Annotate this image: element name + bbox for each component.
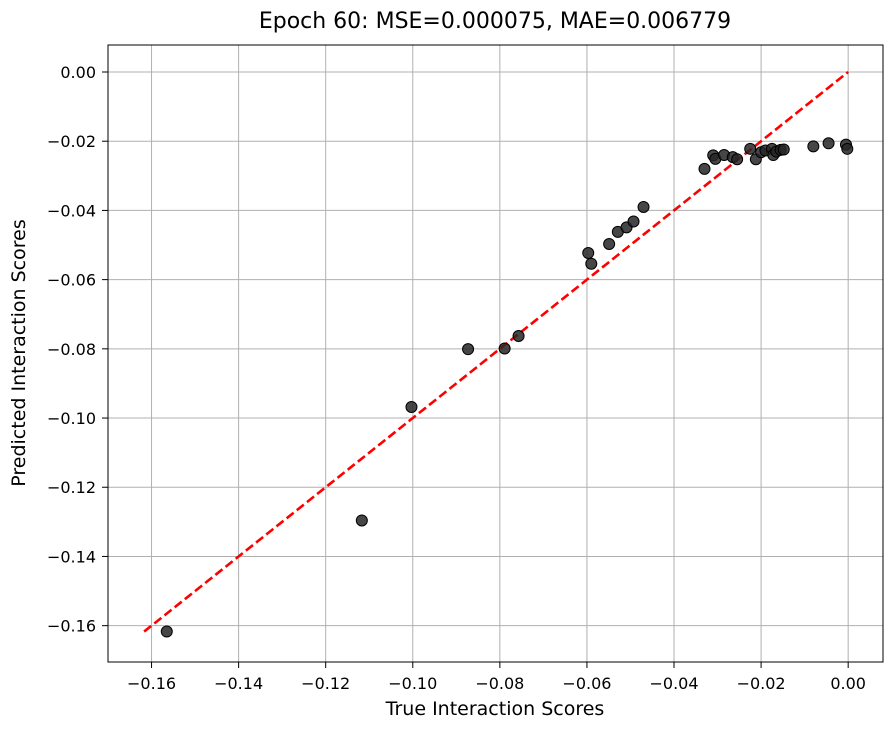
y-tick-label: −0.06 [47,271,96,290]
x-tick-label: −0.02 [737,674,786,693]
y-tick-label: −0.10 [47,409,96,428]
y-tick-label: −0.14 [47,547,96,566]
scatter-point [160,625,173,638]
scatter-point [777,143,790,156]
chart-title: Epoch 60: MSE=0.000075, MAE=0.006779 [259,9,731,34]
x-tick-label: −0.08 [475,674,524,693]
scatter-point [603,237,616,250]
scatter-point [405,400,418,413]
y-tick-label: 0.00 [60,63,96,82]
identity-reference-line [143,70,849,633]
scatter-point [822,137,835,150]
points-layer [160,137,854,638]
scatter-point [582,246,595,259]
x-tick-label: −0.04 [649,674,698,693]
scatter-point [462,343,475,356]
reference-line-layer [143,70,849,633]
scatter-point [841,142,854,155]
y-tick-label: −0.12 [47,478,96,497]
scatter-point [744,142,757,155]
x-tick-label: 0.00 [830,674,866,693]
y-tick-label: −0.04 [47,201,96,220]
y-tick-label: −0.02 [47,132,96,151]
scatter-point [498,342,511,355]
x-tick-label: −0.06 [562,674,611,693]
x-tick-label: −0.12 [301,674,350,693]
x-tick-label: −0.10 [388,674,437,693]
y-tick-label: −0.16 [47,617,96,636]
scatter-point [698,162,711,175]
scatter-point [585,257,598,270]
scatter-point [731,153,744,166]
y-tick-label: −0.08 [47,340,96,359]
scatter-point [637,200,650,213]
x-tick-label: −0.16 [127,674,176,693]
y-ticks: 0.00 −0.02 −0.04 −0.06 −0.08 −0.10 −0.12 −0.14 −… [47,63,108,636]
grid-layer [108,45,883,662]
scatter-point [807,140,820,153]
scatter-point [512,330,525,343]
x-axis-label: True Interaction Scores [385,698,605,720]
plot-frame [107,44,884,663]
x-tick-label: −0.14 [214,674,263,693]
scatter-point [355,514,368,527]
x-ticks: −0.16 −0.14 −0.12 −0.10 −0.08 −0.06 −0.04 −0.02… [127,662,866,693]
y-axis-label: Predicted Interaction Scores [8,219,30,486]
scatter-point [627,215,640,228]
